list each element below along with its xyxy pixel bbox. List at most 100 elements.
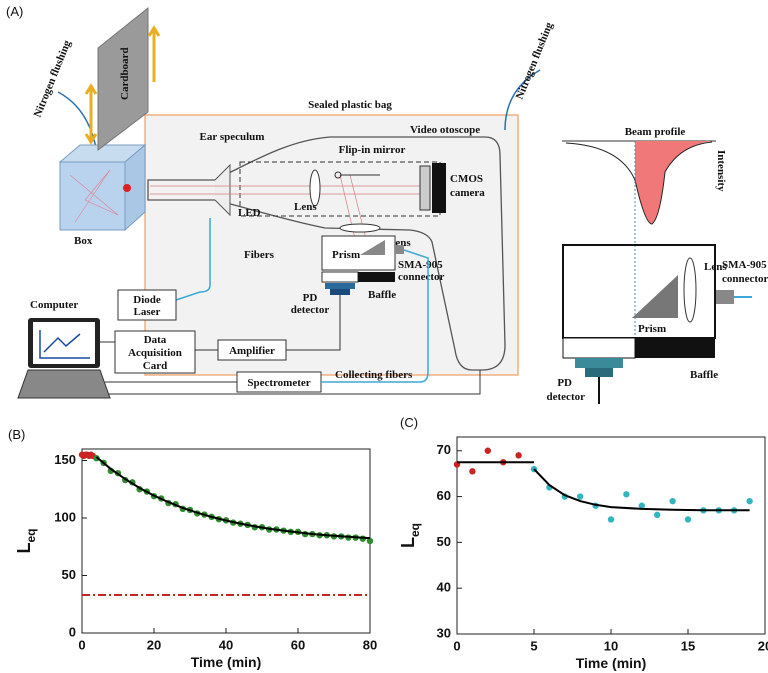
label: Laser — [134, 306, 161, 318]
y-axis-label: Leq — [398, 523, 422, 548]
label: camera — [450, 187, 485, 199]
panel-label: (B) — [8, 427, 25, 442]
lens — [340, 224, 380, 232]
y-label-sub: eq — [408, 523, 422, 537]
camera — [420, 166, 430, 210]
label: Nitrogen flushing — [514, 20, 556, 101]
data-point — [469, 468, 475, 474]
label: Beam profile — [625, 126, 686, 138]
data-point — [485, 448, 491, 454]
data-point — [669, 498, 675, 504]
baffle — [358, 272, 395, 282]
label: Intensity — [715, 150, 727, 192]
y-axis-label: Leq — [14, 528, 38, 553]
label: Computer — [30, 299, 78, 311]
label: Nitrogen flushing — [32, 38, 74, 119]
arrow — [86, 86, 96, 142]
label: Box — [74, 235, 93, 247]
x-tick-label: 20 — [147, 637, 161, 652]
y-label-base: L — [14, 543, 34, 554]
label: Cardboard — [119, 47, 131, 100]
x-axis-label: Time (min) — [191, 654, 262, 670]
x-tick-label: 80 — [363, 637, 377, 652]
label: SMA-905 — [398, 259, 443, 271]
label: Data — [144, 334, 167, 346]
connector — [395, 245, 404, 254]
baffle — [635, 338, 715, 358]
diagram: (A) Sealed plastic bag Nitrogen flushing… — [6, 4, 768, 404]
lens — [684, 258, 696, 322]
camera — [432, 163, 446, 213]
label: Baffle — [690, 369, 718, 381]
label: PD — [557, 377, 572, 389]
y-tick-label: 50 — [62, 567, 76, 582]
label: Flip-in mirror — [339, 144, 406, 156]
label: PD — [303, 292, 318, 304]
detector — [585, 368, 613, 377]
detector — [325, 283, 355, 289]
plot-frame — [457, 437, 765, 634]
data-point — [746, 498, 752, 504]
panel-label: (C) — [400, 415, 418, 430]
label: connector — [398, 271, 445, 283]
label: LED — [238, 207, 261, 219]
y-tick-label: 50 — [437, 534, 451, 549]
label: Fibers — [244, 249, 275, 261]
fit-line — [96, 457, 370, 538]
sample — [123, 184, 131, 192]
x-tick-label: 0 — [453, 638, 460, 653]
arrow — [149, 28, 159, 82]
label: Baffle — [368, 289, 396, 301]
label: CMOS — [450, 173, 483, 185]
charts: (B) 0 20 40 60 80 0 50 100 150 Time (min) Leq (C) 0 5 1… — [8, 415, 768, 671]
x-tick-label: 15 — [681, 638, 695, 653]
detector — [330, 289, 350, 295]
label: Card — [143, 360, 167, 372]
label: Collecting fibers — [335, 369, 413, 381]
label: Acquisition — [128, 347, 182, 359]
data-point — [577, 493, 583, 499]
label: Lens — [294, 201, 317, 213]
label: SMA-905 — [722, 259, 767, 271]
y-tick-label: 30 — [437, 625, 451, 640]
y-tick-label: 40 — [437, 580, 451, 595]
window — [563, 338, 635, 358]
x-tick-label: 20 — [758, 638, 768, 653]
label: Video otoscope — [410, 124, 480, 136]
detector — [575, 358, 623, 368]
label: connector — [722, 273, 768, 285]
window — [322, 272, 358, 282]
y-tick-label: 100 — [54, 509, 76, 524]
label: Ear speculum — [200, 131, 265, 143]
beam-fill — [635, 141, 712, 224]
x-tick-label: 5 — [530, 638, 537, 653]
label: Amplifier — [229, 345, 275, 357]
x-tick-label: 40 — [219, 637, 233, 652]
prism — [632, 275, 678, 318]
label: Diode — [133, 294, 161, 306]
keyboard — [18, 370, 110, 398]
y-tick-label: 70 — [437, 442, 451, 457]
x-tick-label: 60 — [291, 637, 305, 652]
label: detector — [547, 391, 586, 403]
data-point — [623, 491, 629, 497]
data-point — [685, 516, 691, 522]
y-tick-label: 60 — [437, 488, 451, 503]
y-tick-label: 0 — [69, 624, 76, 639]
figure: (A) Sealed plastic bag Nitrogen flushing… — [0, 0, 768, 673]
data-point — [515, 452, 521, 458]
y-tick-label: 150 — [54, 452, 76, 467]
y-label-base: L — [398, 537, 418, 548]
label: Prism — [638, 323, 666, 335]
data-point — [654, 512, 660, 518]
connector — [716, 290, 734, 304]
label: Prism — [332, 249, 360, 261]
label: Sealed plastic bag — [308, 99, 392, 111]
label: detector — [291, 304, 330, 316]
data-point — [608, 516, 614, 522]
plot-frame — [82, 449, 370, 633]
x-axis-label: Time (min) — [576, 655, 647, 671]
y-label-sub: eq — [24, 528, 38, 542]
label: Spectrometer — [247, 377, 310, 389]
x-tick-label: 0 — [78, 637, 85, 652]
